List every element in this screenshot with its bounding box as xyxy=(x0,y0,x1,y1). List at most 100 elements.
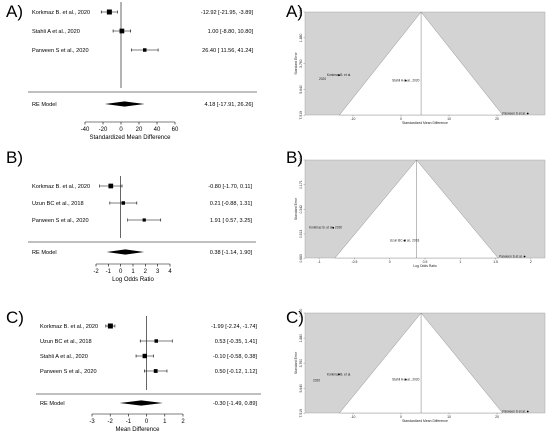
effect-point xyxy=(121,201,126,205)
panel-label-a-left: A) xyxy=(6,2,23,21)
y-tick-label: 0.513 xyxy=(299,230,303,239)
x-tick-label: 10 xyxy=(447,415,451,419)
study-label: Parween S et al., 2020 xyxy=(32,48,89,54)
funnel-point xyxy=(526,410,529,413)
x-tick-label: 0 xyxy=(400,117,402,121)
funnel-extra-label: 2020 xyxy=(313,379,320,383)
summary-diamond xyxy=(119,400,163,406)
ci-value: -0.80 [-1.70, 0.11] xyxy=(208,184,252,190)
funnel-plot-3: Korkmaz B. et al. Stahli A et al., 2020 Pa… xyxy=(294,8,546,125)
x-tick-label: 20 xyxy=(495,415,499,419)
model-label: RE Model xyxy=(32,250,57,256)
ci-value: -0.10 [-0.58, 0.38] xyxy=(213,354,258,360)
x-tick-label: -10 xyxy=(351,117,356,121)
effect-point xyxy=(106,9,112,15)
funnel-point xyxy=(404,378,407,381)
funnel-extra-label: 2020 xyxy=(319,77,326,81)
x-tick-label: 2 xyxy=(144,269,148,275)
funnel-point-label: Stahli A et al., 2020 xyxy=(392,378,420,382)
model-label: RE Model xyxy=(32,102,57,108)
funnel-point-label: Korkmaz B. et al. xyxy=(327,73,351,77)
effect-point xyxy=(153,369,158,373)
y-tick-label: 3.760 xyxy=(299,59,303,68)
funnel-plot-5: Korkmaz B. et al. Stahli A et al., 2020 Pa… xyxy=(294,309,546,423)
effect-point xyxy=(143,48,147,52)
x-tick-label: 40 xyxy=(154,127,161,133)
summary-diamond xyxy=(104,101,145,107)
y-tick-label: 0.171 xyxy=(299,180,303,189)
study-label: Uzun BC et al., 2018 xyxy=(32,201,84,207)
funnel-plot-4: Korkmaz B. et al., 2020 Uzun BC et al., 2… xyxy=(294,156,546,268)
x-tick-label: -0.5 xyxy=(351,260,357,264)
study-label: Parween S et al., 2020 xyxy=(32,218,89,224)
panel-label-b-left: B) xyxy=(6,148,23,167)
forest-plot-1: Korkmaz B. et al., 2020 -0.80 [-1.70, 0.1… xyxy=(28,176,256,283)
funnel-point-label: Parween S et al. xyxy=(502,410,526,414)
x-tick-label: -20 xyxy=(99,127,108,133)
y-tick-label: 7.519 xyxy=(299,409,303,418)
model-ci-value: 4.18 [-17.91, 26.26] xyxy=(204,102,253,108)
funnel-point-label: Parween S et al. xyxy=(499,255,523,259)
model-ci-value: 0.38 [-1.14, 1.90] xyxy=(210,250,253,256)
x-tick-label: 0 xyxy=(119,269,123,275)
forest-plot-2: Korkmaz B. et al., 2020 -1.99 [-2.24, -1.… xyxy=(36,316,261,433)
x-axis-title: Standardized Mean Difference xyxy=(90,135,172,141)
effect-point xyxy=(142,218,146,222)
x-tick-label: 2 xyxy=(530,260,532,264)
study-label: Stahli A et al., 2020 xyxy=(40,354,88,360)
x-tick-label: -1 xyxy=(318,260,321,264)
x-tick-label: 0 xyxy=(145,419,149,425)
x-tick-label: 0 xyxy=(119,127,123,133)
effect-point xyxy=(119,28,125,34)
x-tick-label: -2 xyxy=(108,419,114,425)
forest-plot-0: Korkmaz B. et al., 2020 -12.92 [-21.95, -… xyxy=(28,2,257,141)
x-tick-label: -2 xyxy=(93,269,99,275)
funnel-point xyxy=(404,79,407,82)
study-label: Korkmaz B. et al., 2020 xyxy=(32,10,90,16)
funnel-point xyxy=(523,255,526,258)
x-axis-title: Log Odds Ratio xyxy=(413,264,437,268)
x-tick-label: 0 xyxy=(400,415,402,419)
x-tick-label: 20 xyxy=(495,117,499,121)
study-label: Stahli A et al., 2020 xyxy=(32,29,80,35)
x-axis-title: Standardized Mean Difference xyxy=(402,419,448,423)
x-tick-label: 0 xyxy=(389,260,391,264)
y-tick-label: 0.000 xyxy=(299,156,303,165)
effect-point xyxy=(154,339,158,343)
study-label: Uzun BC et al., 2018 xyxy=(40,339,92,345)
y-tick-label: 0.683 xyxy=(299,254,303,263)
funnel-point xyxy=(526,112,529,115)
funnel-point-label: Stahli A et al., 2020 xyxy=(392,79,420,83)
effect-point xyxy=(108,183,114,189)
y-tick-label: 3.760 xyxy=(299,359,303,368)
ci-value: 0.21 [-0.88, 1.31] xyxy=(210,201,253,207)
summary-diamond xyxy=(106,249,145,255)
panel-label-b-right: B) xyxy=(286,148,303,167)
x-axis-title: Mean Difference xyxy=(116,427,161,433)
x-axis-title: Log Odds Ratio xyxy=(112,277,154,283)
funnel-point-label: Uzun BC et al., 2018 xyxy=(390,239,420,243)
y-tick-label: 7.519 xyxy=(299,111,303,120)
x-tick-label: 1 xyxy=(131,269,135,275)
x-tick-label: 3 xyxy=(156,269,160,275)
effect-point xyxy=(107,323,113,329)
y-axis-title: Standard Error xyxy=(294,197,298,220)
ci-value: 1.00 [-8.80, 10.80] xyxy=(208,29,254,35)
x-axis-title: Standardized Mean Difference xyxy=(402,121,448,125)
funnel-point xyxy=(403,239,406,242)
ci-value: 1.91 [ 0.57, 3.25] xyxy=(210,218,252,224)
x-tick-label: 20 xyxy=(136,127,143,133)
y-tick-label: 5.640 xyxy=(299,85,303,94)
ci-value: 26.40 [ 11.56, 41.24] xyxy=(202,48,253,54)
funnel-point xyxy=(332,226,335,229)
model-label: RE Model xyxy=(40,401,65,407)
x-tick-label: 1 xyxy=(459,260,461,264)
funnel-point-label: Parween S et al. xyxy=(502,112,526,116)
x-tick-label: -40 xyxy=(81,127,90,133)
y-axis-title: Standard Error xyxy=(294,351,298,374)
study-label: Korkmaz B. et al., 2020 xyxy=(32,184,90,190)
y-axis-title: Standard Error xyxy=(294,52,298,75)
x-tick-label: 2 xyxy=(181,419,185,425)
model-ci-value: -0.30 [-1.49, 0.89] xyxy=(213,401,258,407)
study-label: Korkmaz B. et al., 2020 xyxy=(40,324,98,330)
